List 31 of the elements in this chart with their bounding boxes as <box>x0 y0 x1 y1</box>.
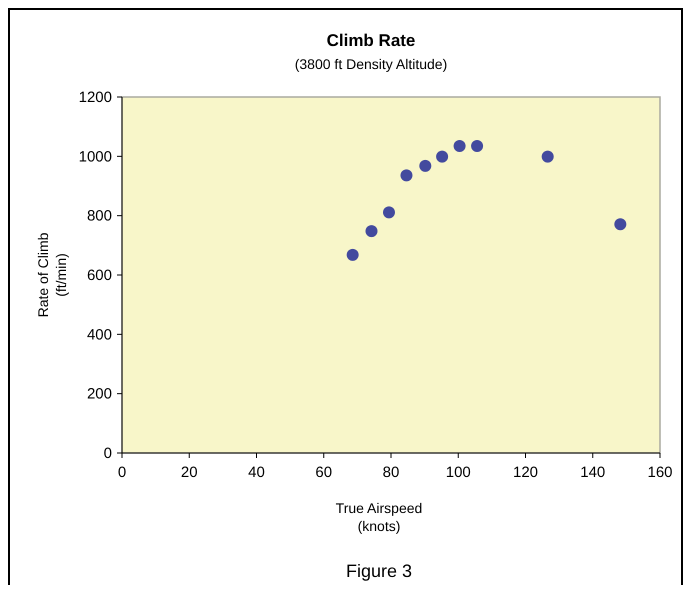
x-tick-label: 40 <box>248 464 265 481</box>
y-tick-label: 200 <box>86 386 112 403</box>
x-tick-label: 160 <box>647 464 673 481</box>
point <box>400 169 412 182</box>
y-tick-label: 600 <box>86 267 112 284</box>
caption: Figure 3 <box>346 561 412 581</box>
x-tick-label: 100 <box>446 464 471 481</box>
chart-title: Climb Rate <box>326 31 416 50</box>
point <box>419 160 432 172</box>
y-tick-label: 400 <box>86 326 112 344</box>
x-tick-label: 0 <box>118 464 126 481</box>
x-tick-label: 60 <box>315 464 332 481</box>
y-tick-label: 800 <box>86 208 112 225</box>
point <box>454 140 466 152</box>
x-axis-title: True Airspeed (knots) <box>336 500 422 534</box>
y-tick-label: 1000 <box>78 148 112 166</box>
x-tick-label: 120 <box>512 464 538 481</box>
point <box>365 225 378 238</box>
point <box>614 218 626 230</box>
point <box>436 150 448 163</box>
point <box>346 248 359 261</box>
y-tick-label: 0 <box>104 445 112 462</box>
point <box>542 150 554 163</box>
y-tick-label: 1200 <box>78 89 112 106</box>
x-tick-label: 140 <box>580 464 606 481</box>
x-tick-label: 20 <box>180 464 198 481</box>
chart-subtitle: (3800 ft Density Altitude) <box>294 56 448 72</box>
y-axis-title: Rate of Climb (ft/min) <box>35 232 69 318</box>
point <box>471 140 484 152</box>
x-tick-label: 80 <box>382 464 400 481</box>
point <box>382 206 395 218</box>
